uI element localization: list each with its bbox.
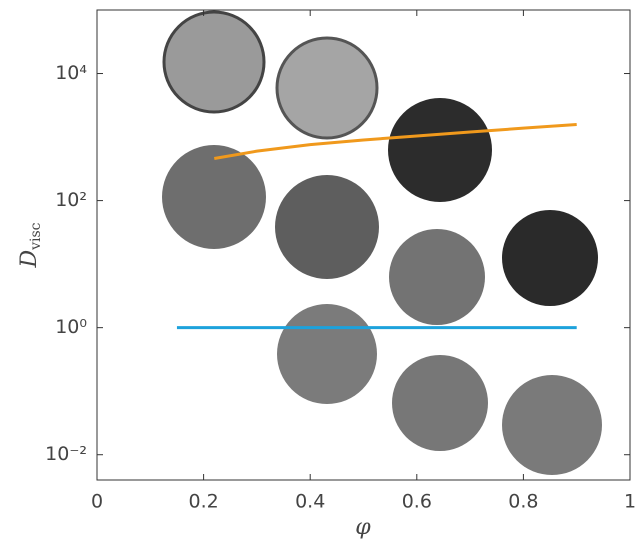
y-tick-label: 10⁴ (55, 62, 87, 84)
line (214, 122, 577, 160)
y-tick-label: 10⁻² (45, 443, 87, 465)
pattern-image (162, 10, 266, 114)
pattern-image (275, 36, 379, 140)
pattern-image (389, 229, 485, 325)
x-tick-label: 0.6 (402, 491, 432, 513)
x-tick-label: 0 (91, 491, 103, 513)
pattern-image (162, 145, 266, 249)
pattern-images (162, 10, 602, 475)
y-tick-label: 10⁰ (55, 316, 87, 338)
pattern-image (277, 304, 377, 404)
y-axis-label-main: D (17, 250, 42, 269)
y-tick-label: 10² (55, 189, 87, 211)
pattern-image (502, 375, 602, 475)
y-axis-label-sub: visc (28, 222, 44, 251)
x-tick-label: 0.4 (295, 491, 325, 513)
pattern-image (388, 98, 492, 202)
x-tick-label: 0.8 (508, 491, 538, 513)
pattern-image (502, 210, 598, 306)
pattern-image (392, 355, 488, 451)
x-tick-label: 0.2 (188, 491, 218, 513)
y-axis-label: Dvisc (17, 222, 44, 268)
plot-frame (96, 9, 631, 481)
x-tick-label: 1 (624, 491, 635, 513)
pattern-image (275, 175, 379, 279)
x-axis-label: φ (355, 515, 371, 540)
